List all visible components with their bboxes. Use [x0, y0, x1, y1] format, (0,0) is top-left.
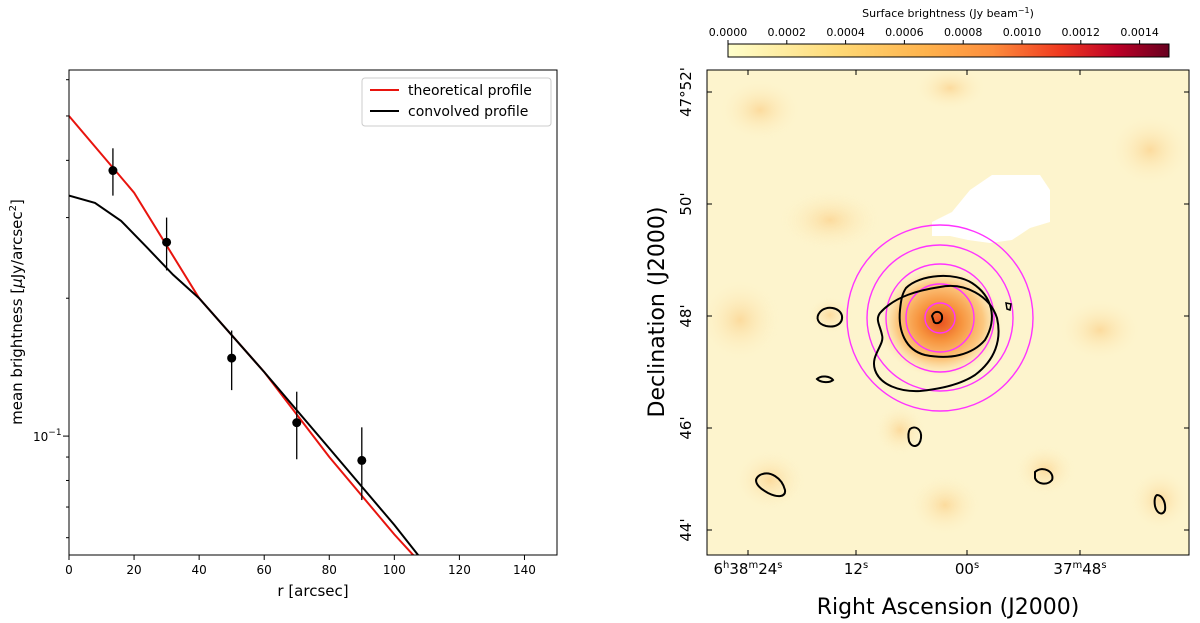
ra-tick-label: 00s — [955, 560, 979, 578]
ra-tick-label: 12s — [844, 560, 868, 578]
legend-label-theoretical: theoretical profile — [408, 83, 532, 99]
colorbar-title: Surface brightness (Jy beam−1) — [862, 6, 1034, 20]
dec-axis-label: Declination (J2000) — [645, 207, 670, 418]
colorbar-tick-label: 0.0014 — [1120, 26, 1159, 39]
x-tick-label: 20 — [126, 563, 141, 577]
series-line-0 — [69, 115, 415, 555]
colorbar-tick-label: 0.0004 — [826, 26, 865, 39]
data-points — [108, 148, 367, 501]
x-axis-ticks: 0 20 40 60 80 100 120 140 — [65, 555, 536, 577]
dec-tick-label: 50' — [677, 192, 695, 215]
x-tick-label: 120 — [448, 563, 471, 577]
ra-tick-label: 37m48s — [1053, 560, 1106, 578]
colorbar-tick-label: 0.0000 — [709, 26, 748, 39]
surface-brightness-map — [707, 70, 1189, 555]
colorbar-ticks: 0.0000 0.0002 0.0004 0.0006 0.0008 0.0010 0.00… — [709, 26, 1159, 44]
ra-tick-label: 6h38m24s — [713, 560, 782, 578]
map-axis-ticks: 6h38m24s 12s 00s 37m48s 47°52' 50' 48' 46' 44' — [677, 67, 1189, 578]
dec-tick-label: 44' — [677, 518, 695, 541]
colorbar-tick-label: 0.0006 — [885, 26, 924, 39]
data-point — [108, 166, 118, 176]
map-panel: Surface brightness (Jy beam−1) 0.0000 0.0… — [645, 6, 1190, 620]
x-tick-label: 140 — [513, 563, 536, 577]
colorbar — [727, 43, 1170, 58]
x-axis-label: r [arcsec] — [277, 582, 348, 600]
y-axis-ticks: 10−1 — [33, 79, 69, 539]
ra-axis-label: Right Ascension (J2000) — [817, 595, 1080, 620]
y-tick-label: 10−1 — [33, 428, 62, 444]
colorbar-tick-label: 0.0008 — [944, 26, 983, 39]
noise-blobs — [707, 70, 1189, 535]
x-tick-label: 0 — [65, 563, 73, 577]
colorbar-tick-label: 0.0010 — [1003, 26, 1042, 39]
x-tick-label: 60 — [257, 563, 272, 577]
dec-tick-label: 47°52' — [677, 67, 695, 117]
contours — [755, 274, 1167, 515]
colorbar-tick-label: 0.0012 — [1062, 26, 1101, 39]
data-point — [292, 418, 302, 428]
dec-tick-label: 46' — [677, 416, 695, 439]
x-tick-label: 100 — [383, 563, 406, 577]
data-point — [357, 455, 367, 465]
legend-box — [361, 77, 552, 127]
y-axis-label: mean brightness [μJy/arcsec2] — [8, 199, 26, 425]
annulus-rings — [846, 224, 1034, 412]
legend-label-convolved: convolved profile — [408, 104, 528, 120]
dec-tick-label: 48' — [677, 304, 695, 327]
plot-frame — [68, 69, 558, 556]
x-tick-label: 80 — [322, 563, 337, 577]
masked-region — [932, 175, 1050, 243]
profile-lines — [69, 115, 420, 555]
x-tick-label: 40 — [191, 563, 206, 577]
legend: theoretical profile convolved profile — [361, 77, 552, 127]
colorbar-tick-label: 0.0002 — [768, 26, 807, 39]
data-point — [227, 353, 237, 363]
map-frame — [706, 69, 1190, 556]
data-point — [162, 237, 172, 247]
profile-chart: 0 20 40 60 80 100 120 140 10−1 r [arcsec] mean … — [8, 69, 558, 600]
